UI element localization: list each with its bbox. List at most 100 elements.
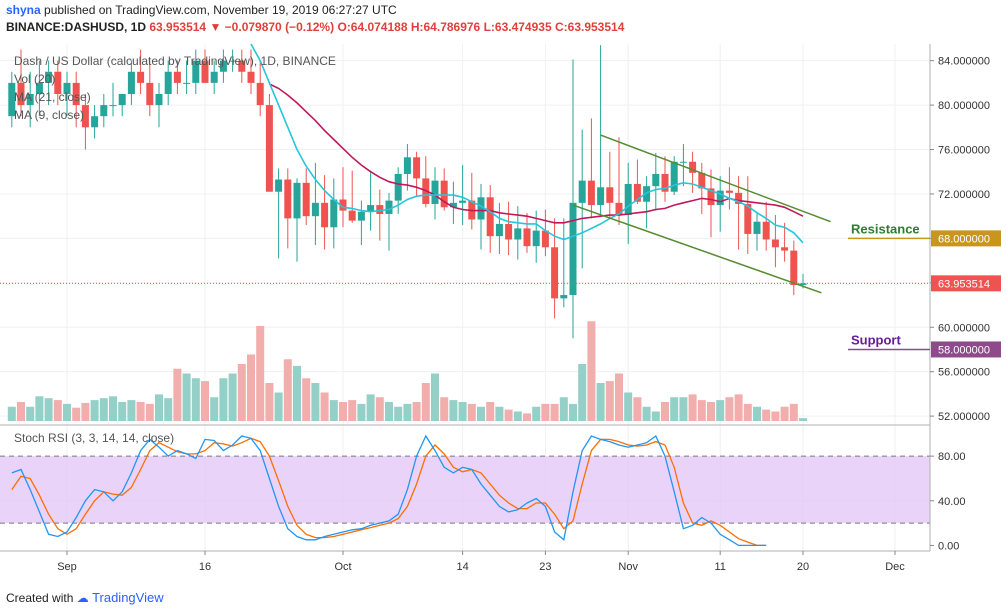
candle-body [302,182,310,217]
volume-bar [716,400,725,421]
candle-body [265,105,273,192]
candle-body [109,105,117,107]
volume-bar [26,406,35,421]
legend-ma9: MA (9, close) [14,108,85,122]
candle-body [725,190,733,193]
volume-bar [633,397,642,421]
candle-body [238,60,246,72]
volume-bar [385,402,393,421]
volume-bar [283,359,292,421]
volume-bar [136,402,145,421]
candle-body [459,200,467,203]
candle-body [394,173,402,201]
volume-bar [357,403,366,421]
candle-body [330,199,338,228]
volume-bar [513,411,522,421]
candle-body [137,71,145,83]
volume-bar [550,403,559,421]
volume-bar [403,403,412,421]
volume-bar [72,407,81,421]
volume-bar [99,398,108,421]
time-tick-label: 14 [456,561,468,573]
candle-body [652,173,660,187]
candle-body [541,230,549,248]
time-tick-label: Nov [618,561,638,573]
candle-body [670,161,678,192]
candle-body [72,82,80,106]
volume-bar [173,368,182,421]
volume-bar [320,392,329,421]
volume-bar [265,383,274,421]
support-resistance[interactable]: Resistance Support [848,221,930,351]
candle-body [367,205,375,212]
volume-bar [762,409,771,421]
volume-bar [329,400,338,421]
volume-bar [7,406,16,421]
candle-body [790,250,798,286]
volume-bar [725,397,734,421]
change-value: −0.079870 (−0.12%) [224,20,335,34]
rsi-band [0,456,930,524]
candle-body [275,179,283,192]
candle-body [707,188,715,206]
price-tick-label: 84.000000 [938,56,990,68]
candle-body [173,71,181,83]
volume-bar [63,403,71,421]
candle-body [523,228,531,247]
candle-body [762,221,770,240]
candle-body [799,283,807,286]
legend-vol: Vol (20) [14,72,56,86]
candle-body [615,202,623,216]
volume-bar [228,373,237,421]
support-tag [931,341,1001,358]
volume-bar [799,418,807,421]
author-name[interactable]: shyna [6,3,41,17]
volume-bar [274,392,283,421]
volume-bar [191,378,200,421]
candle-body [183,82,191,84]
volume-bar [302,378,311,421]
volume-bar [523,413,531,421]
candle-body [587,180,595,206]
rsi-axis[interactable]: 80.00 40.00 0.00 [930,451,966,552]
volume-bar [127,400,136,421]
price-tags: 68.000000 63.953514 58.000000 [931,230,1001,358]
volume-bar [559,397,568,421]
candle-body [146,82,154,106]
candle-body [735,192,743,204]
volume-bar [90,400,99,421]
volume-bar [486,402,495,421]
candle-body [127,71,135,94]
volume-bar [348,400,357,421]
time-axis[interactable]: Sep 16 Oct 14 23 Nov 11 20 Dec [57,551,905,573]
candle-body [624,183,632,216]
volume-bar [81,402,90,421]
support-tag-label: 58.000000 [938,344,990,356]
legend-title: Dash / US Dollar (calculated by TradingV… [14,54,336,68]
volume-bar [256,326,265,421]
candle-body [578,180,586,203]
candle-body [505,223,513,240]
last-price-tag [931,275,1001,292]
volume-bar [247,354,255,421]
volume-bar [182,373,191,421]
volume-bar [449,400,458,421]
candle-body [643,186,651,202]
time-tick-label: Oct [334,561,351,573]
candle-body [321,202,329,228]
candle-body [247,71,255,83]
volume-bar [35,396,44,421]
volume-bar [642,406,651,421]
price-tick-label: 52.000000 [938,411,990,423]
volume-bar [679,397,688,421]
volume-bar [421,383,430,421]
candle-body [339,199,347,211]
trend-channel[interactable] [572,134,831,294]
candle-body [440,180,448,208]
volume-bar [743,403,752,421]
candle-body [514,228,522,240]
support-label: Support [851,332,901,347]
tradingview-brand[interactable]: TradingView [92,590,164,605]
rsi-tick-label: 40.00 [938,496,966,508]
